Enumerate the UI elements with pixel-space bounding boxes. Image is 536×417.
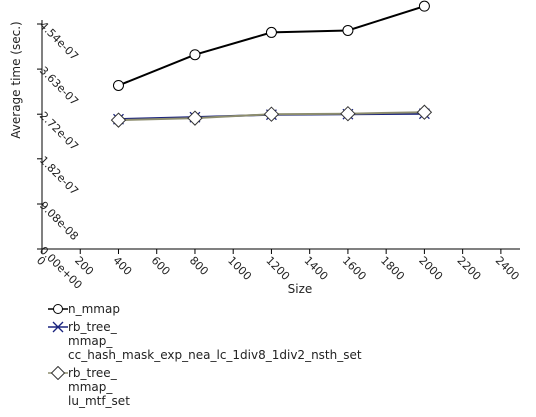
circle-marker-icon xyxy=(48,304,68,314)
x-tick-label: 800 xyxy=(187,254,211,278)
legend-label: rb_tree_ mmap_ cc_hash_mask_exp_nea_lc_1… xyxy=(68,320,362,362)
legend-label: rb_tree_ mmap_ lu_mtf_set xyxy=(68,366,130,408)
y-tick-label: 9.08e-08 xyxy=(37,199,81,243)
legend: n_mmap rb_tree_ mmap_ cc_hash_mask_exp_n… xyxy=(48,302,362,412)
data-point xyxy=(112,79,124,91)
data-point xyxy=(342,24,354,36)
data-point xyxy=(265,26,277,38)
x-marker-icon xyxy=(48,321,68,333)
y-axis-title: Average time (sec.) xyxy=(9,21,23,138)
y-tick-label: 4.54e-07 xyxy=(37,19,81,63)
legend-item-n-mmap: n_mmap xyxy=(48,302,362,316)
y-tick-label: 1.82e-07 xyxy=(37,154,81,198)
x-tick-label: 1000 xyxy=(225,254,254,283)
x-tick-label: 1200 xyxy=(263,254,292,283)
legend-label: n_mmap xyxy=(68,302,120,316)
data-point xyxy=(189,49,201,61)
x-tick-label: 2000 xyxy=(416,254,445,283)
x-tick-label: 1400 xyxy=(302,254,331,283)
x-tick-label: 1600 xyxy=(340,254,369,283)
data-point xyxy=(340,105,356,122)
series-line xyxy=(118,5,425,87)
x-tick-label: 1800 xyxy=(378,254,407,283)
data-point xyxy=(416,104,433,120)
y-tick-label: 2.72e-07 xyxy=(37,109,81,153)
x-tick-label: 400 xyxy=(110,254,134,278)
x-tick-label: 2400 xyxy=(493,254,522,283)
x-axis-title: Size xyxy=(288,282,313,296)
legend-item-rb-tree-lu-mtf: rb_tree_ mmap_ lu_mtf_set xyxy=(48,366,362,408)
chart: 0 200 400 600 800 1000 1200 1400 1600 1800 2000 220… xyxy=(9,0,522,296)
data-point xyxy=(187,110,203,126)
y-tick-label: 3.63e-07 xyxy=(37,64,81,108)
diamond-marker-icon xyxy=(48,366,68,380)
data-point xyxy=(418,0,430,12)
data-point xyxy=(263,106,280,122)
data-point xyxy=(110,112,127,128)
legend-item-rb-tree-cc-hash: rb_tree_ mmap_ cc_hash_mask_exp_nea_lc_1… xyxy=(48,320,362,362)
x-tick-label: 2200 xyxy=(455,254,484,283)
x-tick-label: 600 xyxy=(149,254,173,278)
